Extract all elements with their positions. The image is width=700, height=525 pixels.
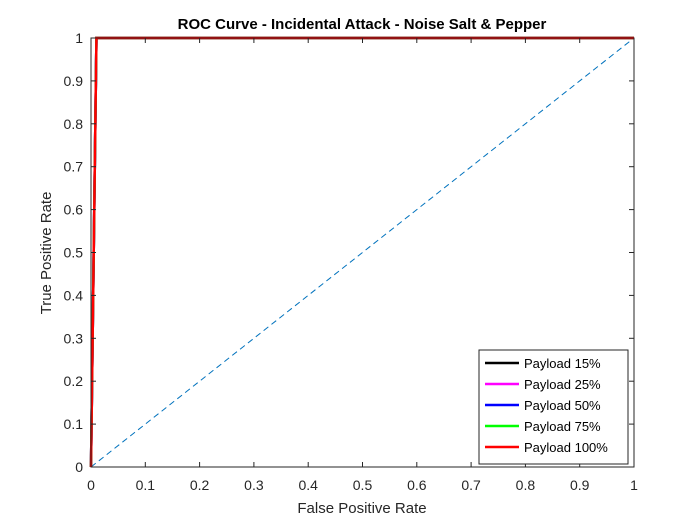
- x-axis-title: False Positive Rate: [297, 500, 426, 517]
- y-tick-label: 0.3: [64, 330, 84, 346]
- x-tick-label: 1: [630, 477, 638, 493]
- y-axis: 0 0.1 0.2 0.3 0.4 0.5 0.6 0.7 0.8 0.9 1: [64, 30, 634, 475]
- x-tick-label: 0: [87, 477, 95, 493]
- x-tick-label: 0.4: [298, 477, 318, 493]
- x-axis: 0 0.1 0.2 0.3 0.4 0.5 0.6 0.7 0.8 0.9 1: [87, 38, 638, 493]
- legend-label: Payload 75%: [524, 419, 601, 434]
- x-tick-label: 0.3: [244, 477, 264, 493]
- x-tick-label: 0.9: [570, 477, 590, 493]
- y-tick-label: 0.6: [64, 202, 84, 218]
- legend-label: Payload 25%: [524, 377, 601, 392]
- y-axis-title: True Positive Rate: [38, 192, 55, 315]
- y-tick-label: 0.1: [64, 416, 84, 432]
- y-tick-label: 0.7: [64, 159, 84, 175]
- reference-diagonal-line: [90, 37, 635, 468]
- legend-label: Payload 100%: [524, 440, 608, 455]
- legend: Payload 15% Payload 25% Payload 50% Payload…: [478, 349, 629, 465]
- chart-title: ROC Curve - Incidental Attack - Noise Sa…: [178, 16, 547, 33]
- legend-label: Payload 15%: [524, 356, 601, 371]
- x-tick-label: 0.6: [407, 477, 427, 493]
- x-tick-label: 0.5: [353, 477, 373, 493]
- y-tick-label: 0.4: [64, 287, 84, 303]
- y-tick-label: 0.9: [64, 73, 84, 89]
- y-tick-label: 0.5: [64, 245, 84, 261]
- y-tick-label: 0.8: [64, 116, 84, 132]
- x-tick-label: 0.8: [516, 477, 536, 493]
- y-tick-label: 1: [75, 30, 83, 46]
- x-tick-label: 0.2: [190, 477, 210, 493]
- legend-box: [478, 349, 629, 465]
- y-tick-label: 0: [75, 459, 83, 475]
- x-tick-label: 0.1: [136, 477, 156, 493]
- legend-label: Payload 50%: [524, 398, 601, 413]
- reference-layer: [90, 37, 635, 468]
- y-tick-label: 0.2: [64, 373, 84, 389]
- x-tick-label: 0.7: [461, 477, 481, 493]
